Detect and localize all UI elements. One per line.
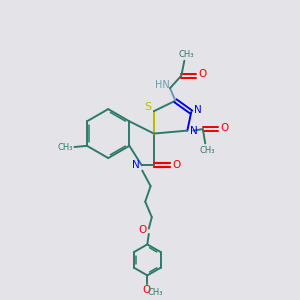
Text: S: S — [144, 102, 151, 112]
Text: O: O — [199, 69, 207, 79]
Text: HN: HN — [154, 80, 169, 90]
Text: O: O — [142, 285, 151, 295]
Text: O: O — [221, 123, 229, 133]
Text: O: O — [173, 160, 181, 170]
Text: N: N — [132, 160, 140, 170]
Text: CH₃: CH₃ — [148, 288, 164, 297]
Text: N: N — [190, 126, 198, 136]
Text: CH₃: CH₃ — [178, 50, 194, 58]
Text: N: N — [194, 105, 202, 115]
Text: CH₃: CH₃ — [199, 146, 215, 154]
Text: CH₃: CH₃ — [58, 142, 73, 152]
Text: O: O — [138, 225, 146, 235]
